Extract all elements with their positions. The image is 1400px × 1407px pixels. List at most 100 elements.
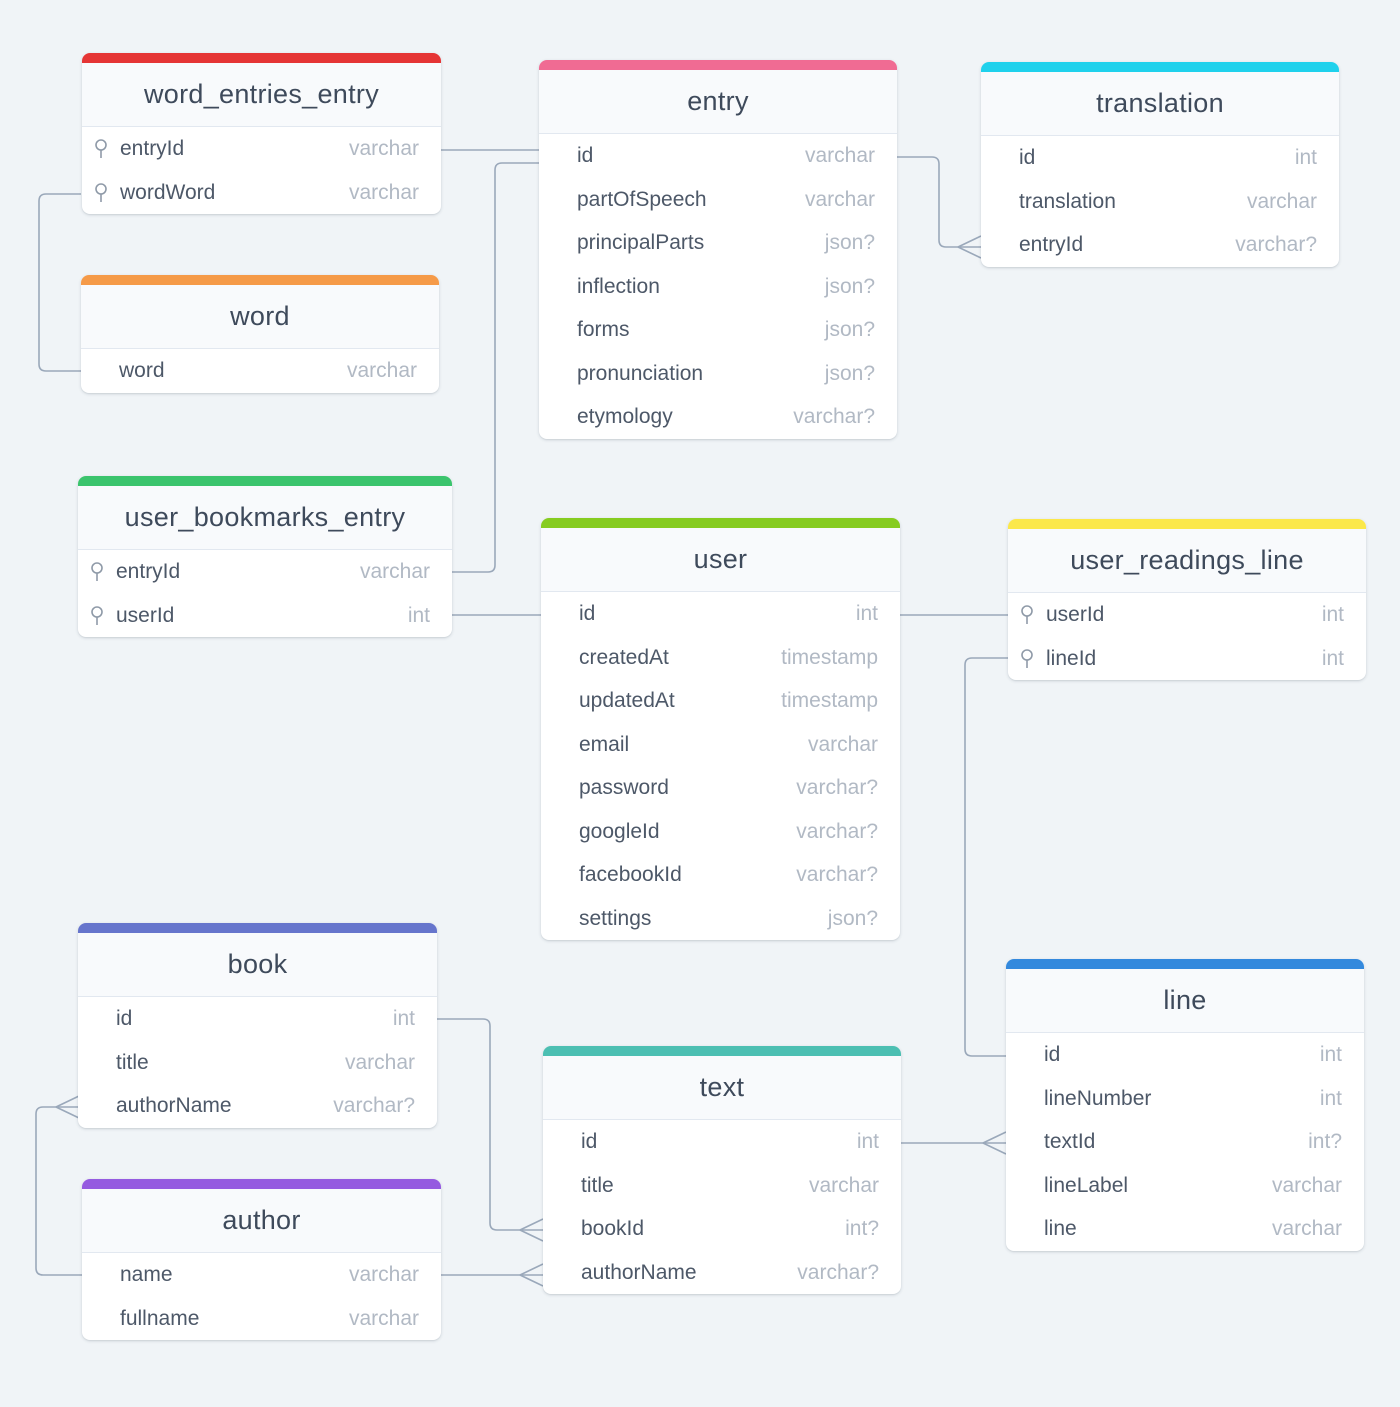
crowfoot-icon bbox=[55, 1095, 80, 1119]
table-user[interactable]: user id int createdAt timestamp updatedAt time… bbox=[541, 518, 900, 940]
column-row[interactable]: principalParts json? bbox=[539, 221, 897, 265]
table-user-bookmarks-entry[interactable]: user_bookmarks_entry entryId varchar userId… bbox=[78, 476, 452, 637]
column-type: json? bbox=[824, 361, 875, 385]
column-row[interactable]: email varchar bbox=[541, 723, 900, 767]
column-name: updatedAt bbox=[579, 689, 675, 712]
column-type: varchar bbox=[348, 1263, 419, 1286]
table-color-bar bbox=[82, 1179, 441, 1189]
column-name: line bbox=[1044, 1217, 1077, 1240]
table-title: word bbox=[81, 285, 439, 349]
column-type: varchar bbox=[348, 137, 419, 160]
column-row[interactable]: userId int bbox=[78, 594, 452, 638]
column-row[interactable]: id int bbox=[78, 997, 437, 1041]
column-name: createdAt bbox=[579, 645, 669, 669]
table-word-entries-entry[interactable]: word_entries_entry entryId varchar wordWord… bbox=[82, 53, 441, 214]
table-entry[interactable]: entry id varchar partOfSpeech varchar princip… bbox=[539, 60, 897, 439]
column-type: json? bbox=[824, 274, 875, 298]
column-row[interactable]: googleId varchar? bbox=[541, 810, 900, 854]
column-name: bookId bbox=[581, 1217, 645, 1240]
column-name: entryId bbox=[116, 560, 181, 583]
relation-line bbox=[35, 1106, 82, 1276]
column-type: varchar? bbox=[1235, 233, 1317, 256]
column-name: userId bbox=[116, 603, 175, 627]
column-type: varchar bbox=[1271, 1217, 1342, 1240]
column-row[interactable]: partOfSpeech varchar bbox=[539, 178, 897, 222]
column-type: varchar bbox=[346, 359, 417, 382]
table-color-bar bbox=[82, 53, 441, 63]
column-type: int bbox=[856, 1130, 879, 1153]
column-row[interactable]: entryId varchar bbox=[82, 127, 441, 171]
column-type: varchar bbox=[808, 1173, 879, 1197]
column-row[interactable]: title varchar bbox=[543, 1164, 901, 1208]
column-row[interactable]: id int bbox=[1006, 1033, 1364, 1077]
table-author[interactable]: author name varchar fullname varchar bbox=[82, 1179, 441, 1340]
column-type: varchar? bbox=[797, 1260, 879, 1284]
column-row[interactable]: textId int? bbox=[1006, 1120, 1364, 1164]
column-row[interactable]: createdAt timestamp bbox=[541, 636, 900, 680]
column-row[interactable]: id int bbox=[543, 1120, 901, 1164]
column-type: varchar bbox=[1271, 1173, 1342, 1197]
table-color-bar bbox=[981, 62, 1339, 72]
column-row[interactable]: line varchar bbox=[1006, 1207, 1364, 1251]
column-row[interactable]: lineLabel varchar bbox=[1006, 1164, 1364, 1208]
column-row[interactable]: translation varchar bbox=[981, 180, 1339, 224]
column-row[interactable]: userId int bbox=[1008, 593, 1366, 637]
column-type: varchar? bbox=[796, 863, 878, 886]
table-word[interactable]: word word varchar bbox=[81, 275, 439, 393]
column-row[interactable]: pronunciation json? bbox=[539, 352, 897, 396]
column-row[interactable]: password varchar? bbox=[541, 766, 900, 810]
table-title: author bbox=[82, 1189, 441, 1253]
column-row[interactable]: etymology varchar? bbox=[539, 395, 897, 439]
column-row[interactable]: fullname varchar bbox=[82, 1297, 441, 1341]
column-row[interactable]: authorName varchar? bbox=[543, 1251, 901, 1295]
column-row[interactable]: settings json? bbox=[541, 897, 900, 941]
column-type: int bbox=[855, 602, 878, 625]
column-name: etymology bbox=[577, 405, 673, 428]
column-type: varchar bbox=[807, 732, 878, 756]
table-translation[interactable]: translation id int translation varchar entryI… bbox=[981, 62, 1339, 267]
table-line[interactable]: line id int lineNumber int textId int? lineLabe… bbox=[1006, 959, 1364, 1251]
column-row[interactable]: facebookId varchar? bbox=[541, 853, 900, 897]
column-row[interactable]: name varchar bbox=[82, 1253, 441, 1297]
column-row[interactable]: bookId int? bbox=[543, 1207, 901, 1251]
column-row[interactable]: entryId varchar? bbox=[981, 223, 1339, 267]
column-name: word bbox=[119, 359, 165, 382]
column-name: authorName bbox=[116, 1094, 232, 1117]
relation-line bbox=[897, 156, 981, 248]
column-type: int? bbox=[845, 1217, 879, 1240]
table-text[interactable]: text id int title varchar bookId int? authorNam… bbox=[543, 1046, 901, 1294]
table-title: user_readings_line bbox=[1008, 529, 1366, 593]
column-name: id bbox=[577, 144, 594, 167]
column-type: int bbox=[1294, 146, 1317, 169]
column-name: inflection bbox=[577, 274, 660, 298]
column-row[interactable]: lineId int bbox=[1008, 637, 1366, 681]
column-type: int bbox=[1321, 603, 1344, 626]
crowfoot-icon bbox=[982, 1131, 1007, 1155]
table-user-readings-line[interactable]: user_readings_line userId int lineId int bbox=[1008, 519, 1366, 680]
key-icon bbox=[1018, 648, 1036, 669]
column-row[interactable]: lineNumber int bbox=[1006, 1077, 1364, 1121]
column-row[interactable]: id varchar bbox=[539, 134, 897, 178]
column-type: varchar bbox=[359, 560, 430, 583]
column-row[interactable]: forms json? bbox=[539, 308, 897, 352]
table-book[interactable]: book id int title varchar authorName varchar? bbox=[78, 923, 437, 1128]
column-name: principalParts bbox=[577, 231, 705, 254]
column-name: textId bbox=[1044, 1130, 1096, 1153]
crowfoot-icon bbox=[519, 1218, 544, 1242]
column-row[interactable]: inflection json? bbox=[539, 265, 897, 309]
column-row[interactable]: wordWord varchar bbox=[82, 171, 441, 215]
column-name: id bbox=[116, 1007, 133, 1030]
column-type: varchar bbox=[804, 187, 875, 211]
column-row[interactable]: updatedAt timestamp bbox=[541, 679, 900, 723]
column-name: entryId bbox=[1019, 233, 1084, 256]
column-row[interactable]: word varchar bbox=[81, 349, 439, 393]
column-row[interactable]: entryId varchar bbox=[78, 550, 452, 594]
column-row[interactable]: title varchar bbox=[78, 1041, 437, 1085]
column-row[interactable]: id int bbox=[981, 136, 1339, 180]
column-row[interactable]: id int bbox=[541, 592, 900, 636]
key-icon bbox=[88, 562, 106, 582]
column-row[interactable]: authorName varchar? bbox=[78, 1084, 437, 1128]
key-icon bbox=[92, 182, 110, 203]
column-name: forms bbox=[577, 318, 630, 341]
column-type: varchar? bbox=[793, 405, 875, 428]
